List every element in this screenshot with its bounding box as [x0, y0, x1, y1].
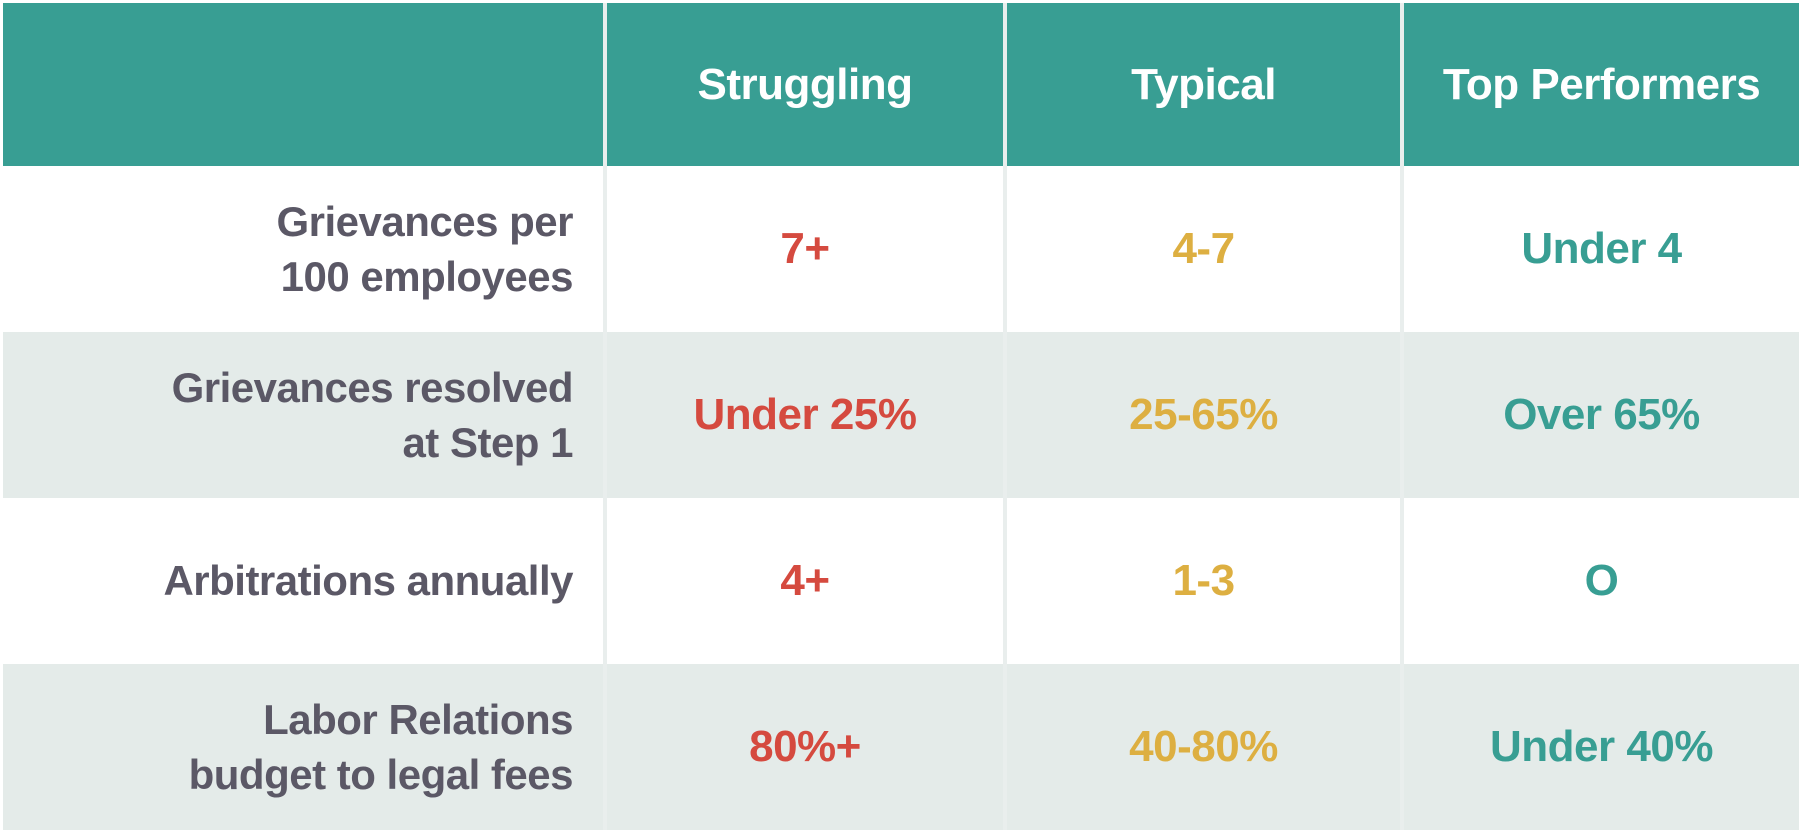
cell-arbitrations-typical: 1-3 — [1003, 498, 1400, 664]
cell-budget-typical: 40-80% — [1003, 664, 1400, 830]
row-label-grievances-per-100: Grievances per 100 employees — [276, 197, 573, 300]
row-label-grievances-resolved-step1: Grievances resolved at Step 1 — [171, 363, 574, 466]
cell-grievances-resolved-typical: 25-65% — [1003, 332, 1400, 498]
table-row-labor-relations-budget: Labor Relations budget to legal fees 80%… — [3, 664, 1799, 830]
cell-grievances-per-100-typical: 4-7 — [1003, 166, 1400, 332]
header-metric-cell — [3, 3, 603, 166]
cell-grievances-resolved-top: Over 65% — [1400, 332, 1799, 498]
header-col-top-performers: Top Performers — [1400, 3, 1799, 166]
cell-grievances-per-100-top: Under 4 — [1400, 166, 1799, 332]
header-col-typical: Typical — [1003, 3, 1400, 166]
header-row: Struggling Typical Top Performers — [3, 3, 1799, 166]
cell-budget-top: Under 40% — [1400, 664, 1799, 830]
cell-arbitrations-struggling: 4+ — [603, 498, 1003, 664]
cell-grievances-resolved-struggling: Under 25% — [603, 332, 1003, 498]
cell-budget-struggling: 80%+ — [603, 664, 1003, 830]
row-label-arbitrations-annually: Arbitrations annually — [163, 557, 573, 605]
table-row-grievances-per-100: Grievances per 100 employees 7+ 4-7 Unde… — [3, 166, 1799, 332]
row-label-labor-relations-budget: Labor Relations budget to legal fees — [188, 695, 574, 798]
cell-arbitrations-top: O — [1400, 498, 1799, 664]
benchmark-table: Struggling Typical Top Performers Grieva… — [3, 3, 1799, 830]
cell-grievances-per-100-struggling: 7+ — [603, 166, 1003, 332]
table-row-arbitrations-annually: Arbitrations annually 4+ 1-3 O — [3, 498, 1799, 664]
table-row-grievances-resolved-step1: Grievances resolved at Step 1 Under 25% … — [3, 332, 1799, 498]
header-col-struggling: Struggling — [603, 3, 1003, 166]
